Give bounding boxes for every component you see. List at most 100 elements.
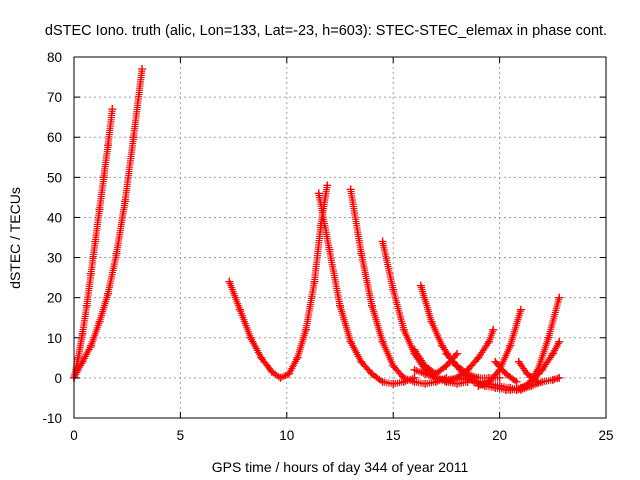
data-point (555, 337, 564, 346)
data-point (548, 349, 557, 358)
data-point (325, 245, 334, 254)
data-point (533, 365, 542, 374)
x-tick-label: 20 (492, 428, 507, 443)
data-point (78, 329, 87, 338)
data-point (378, 337, 387, 346)
data-point (378, 237, 387, 246)
y-tick-label: -10 (42, 411, 62, 426)
data-point (95, 205, 104, 214)
data-point (310, 277, 319, 286)
data-point (346, 337, 355, 346)
data-point (82, 301, 91, 310)
data-point (357, 357, 366, 366)
data-point (453, 361, 462, 370)
x-tick-label: 25 (598, 428, 613, 443)
data-point (421, 379, 430, 388)
data-point (506, 341, 515, 350)
data-point (284, 369, 293, 378)
data-point (367, 301, 376, 310)
data-point (121, 197, 130, 206)
data-point (87, 269, 96, 278)
data-point (427, 317, 436, 326)
plot-frame (73, 56, 607, 419)
data-point (495, 381, 504, 390)
data-point (367, 369, 376, 378)
series-arc-15 (491, 357, 521, 386)
data-point (442, 349, 451, 358)
y-tick-label: 50 (47, 170, 62, 185)
x-axis-label: GPS time / hours of day 344 of year 2011 (212, 459, 469, 475)
data-point (474, 381, 483, 390)
data-point (78, 357, 87, 366)
data-point (225, 277, 234, 286)
axis-ticks: 0 5 10 15 20 25 -10 0 10 20 30 40 50 60 70 80 (42, 50, 613, 443)
y-axis-label: dSTEC / TECUs (7, 187, 23, 289)
data-point (276, 373, 285, 382)
data-point (138, 65, 147, 74)
data-point (410, 377, 419, 386)
data-point (346, 185, 355, 194)
data-point (267, 367, 276, 376)
data-point (314, 189, 323, 198)
data-point (501, 369, 510, 378)
y-tick-label: 0 (54, 371, 62, 386)
data-point (246, 333, 255, 342)
data-point (421, 369, 430, 378)
data-point (108, 105, 117, 114)
data-point (399, 373, 408, 382)
data-point (399, 325, 408, 334)
y-tick-label: 10 (47, 331, 62, 346)
data-point (301, 325, 310, 334)
data-point (484, 337, 493, 346)
data-point (453, 349, 462, 358)
data-point (489, 325, 498, 334)
data-point (501, 385, 510, 394)
data-point (421, 361, 430, 370)
data-point (442, 377, 451, 386)
data-point (438, 341, 447, 350)
data-point (87, 341, 96, 350)
y-tick-label: 40 (47, 210, 62, 225)
data-point (544, 333, 553, 342)
y-tick-label: 20 (47, 291, 62, 306)
data-point (442, 361, 451, 370)
data-point (257, 353, 266, 362)
data-point (484, 373, 493, 382)
data-point (548, 375, 557, 384)
data-point (336, 301, 344, 310)
data-point (474, 373, 483, 382)
y-tick-label: 80 (47, 50, 62, 65)
x-tick-label: 5 (177, 428, 185, 443)
series-arc-5 (346, 185, 451, 388)
y-tick-label: 60 (47, 130, 62, 145)
data-point (129, 133, 138, 142)
data-point (410, 365, 419, 374)
data-point (533, 377, 542, 386)
series-arc-14 (442, 349, 504, 382)
y-tick-label: 70 (47, 90, 62, 105)
data-point (512, 385, 521, 394)
data-point (323, 181, 332, 190)
x-tick-label: 0 (70, 428, 78, 443)
data-point (389, 361, 398, 370)
data-point (523, 381, 532, 390)
grid (74, 57, 606, 418)
data-point (555, 373, 564, 382)
data-point (523, 369, 532, 378)
data-point (389, 285, 398, 294)
data-point (378, 377, 387, 386)
data-point (112, 249, 121, 258)
data-point (514, 357, 523, 366)
data-point (431, 369, 440, 378)
y-tick-label: 30 (47, 251, 62, 266)
data-point (491, 357, 500, 366)
data-point (410, 345, 419, 354)
chart-title: dSTEC Iono. truth (alic, Lon=133, Lat=-2… (45, 23, 607, 39)
data-point (104, 141, 113, 150)
series-arc-16 (514, 357, 542, 386)
x-tick-label: 10 (279, 428, 294, 443)
data-point (91, 237, 100, 246)
data-point (99, 173, 108, 182)
